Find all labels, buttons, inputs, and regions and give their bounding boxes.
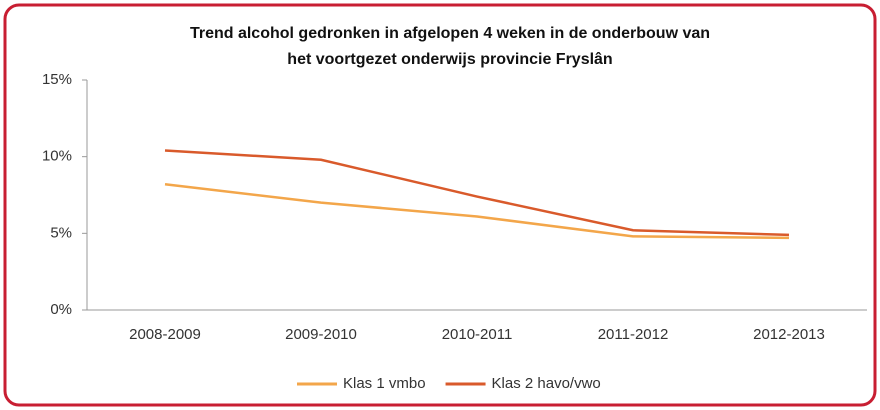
- x-tick-label: 2010-2011: [442, 326, 513, 343]
- chart-title: het voortgezet onderwijs provincie Frysl…: [287, 51, 612, 68]
- legend-label: Klas 2 havo/vwo: [492, 375, 601, 392]
- chart-title: Trend alcohol gedronken in afgelopen 4 w…: [190, 25, 710, 42]
- series-line: [164, 183, 790, 240]
- y-tick-label: 0%: [50, 301, 72, 318]
- y-tick-label: 15%: [42, 71, 72, 88]
- chart-border: [3, 3, 877, 407]
- x-tick-label: 2012-2013: [753, 326, 825, 343]
- y-tick-label: 10%: [42, 148, 72, 165]
- legend-label: Klas 1 vmbo: [343, 375, 426, 392]
- x-tick-label: 2009-2010: [285, 326, 357, 343]
- series-line: [164, 149, 790, 237]
- x-tick-label: 2011-2012: [598, 326, 669, 343]
- y-tick-label: 5%: [50, 224, 72, 241]
- x-tick-label: 2008-2009: [129, 326, 201, 343]
